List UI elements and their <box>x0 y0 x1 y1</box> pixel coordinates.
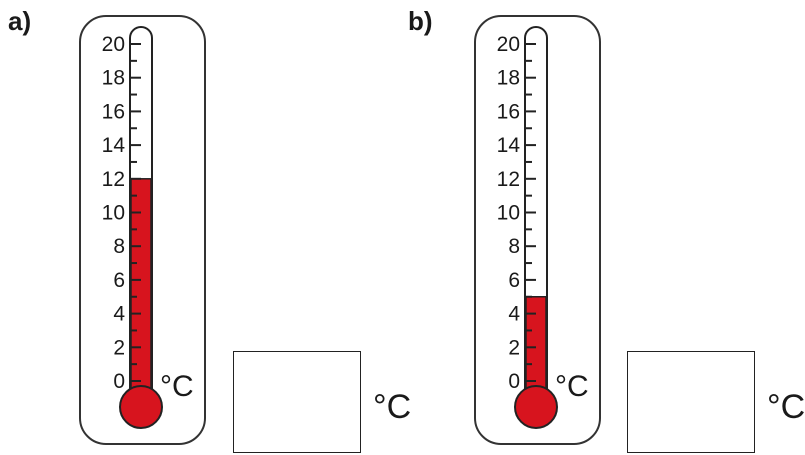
thermometer-bulb <box>514 385 558 429</box>
scale-label: 18 <box>497 67 520 90</box>
answer-unit-label: °C <box>373 388 412 426</box>
thermometer-bulb <box>119 385 163 429</box>
scale-label: 14 <box>497 134 521 157</box>
scale-label: 16 <box>102 100 125 123</box>
scale-label: 20 <box>497 33 520 56</box>
scale-label: 8 <box>508 235 520 258</box>
answer-box-b[interactable] <box>627 351 755 453</box>
scale-label: 0 <box>113 370 125 393</box>
thermometer-unit-label: °C <box>555 370 589 403</box>
scale-label: 10 <box>497 202 520 225</box>
scale-label: 2 <box>508 336 520 359</box>
scale-label: 16 <box>497 100 520 123</box>
answer-box-a[interactable] <box>233 351 361 453</box>
panel-label: a) <box>8 6 32 36</box>
thermometer-unit-label: °C <box>160 370 194 403</box>
scale-label: 6 <box>113 269 125 292</box>
scale-label: 12 <box>497 168 520 191</box>
scale-label: 4 <box>113 303 125 326</box>
panel-a: a) 20 18 16 14 12 10 8 6 4 2 0 °C °C <box>0 0 411 455</box>
scale-label: 4 <box>508 303 520 326</box>
scale-label: 18 <box>102 67 125 90</box>
mercury-column <box>525 296 547 401</box>
panel-b: b) 20 18 16 14 12 10 8 6 4 2 0 °C °C <box>395 0 805 455</box>
scale-label: 10 <box>102 202 125 225</box>
scale-label: 20 <box>102 33 125 56</box>
scale-label: 8 <box>113 235 125 258</box>
scale-label: 6 <box>508 269 520 292</box>
answer-unit-label: °C <box>767 388 805 426</box>
scale-label: 0 <box>508 370 520 393</box>
scale-label: 14 <box>102 134 126 157</box>
scale-label: 2 <box>113 336 125 359</box>
panel-label: b) <box>408 6 433 36</box>
scale-label: 12 <box>102 168 125 191</box>
